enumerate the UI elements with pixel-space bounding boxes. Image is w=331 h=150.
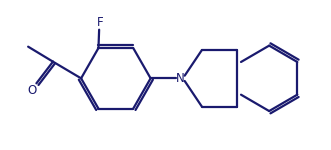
Text: F: F [96, 16, 103, 29]
Text: N: N [176, 72, 185, 85]
Text: O: O [28, 84, 37, 96]
